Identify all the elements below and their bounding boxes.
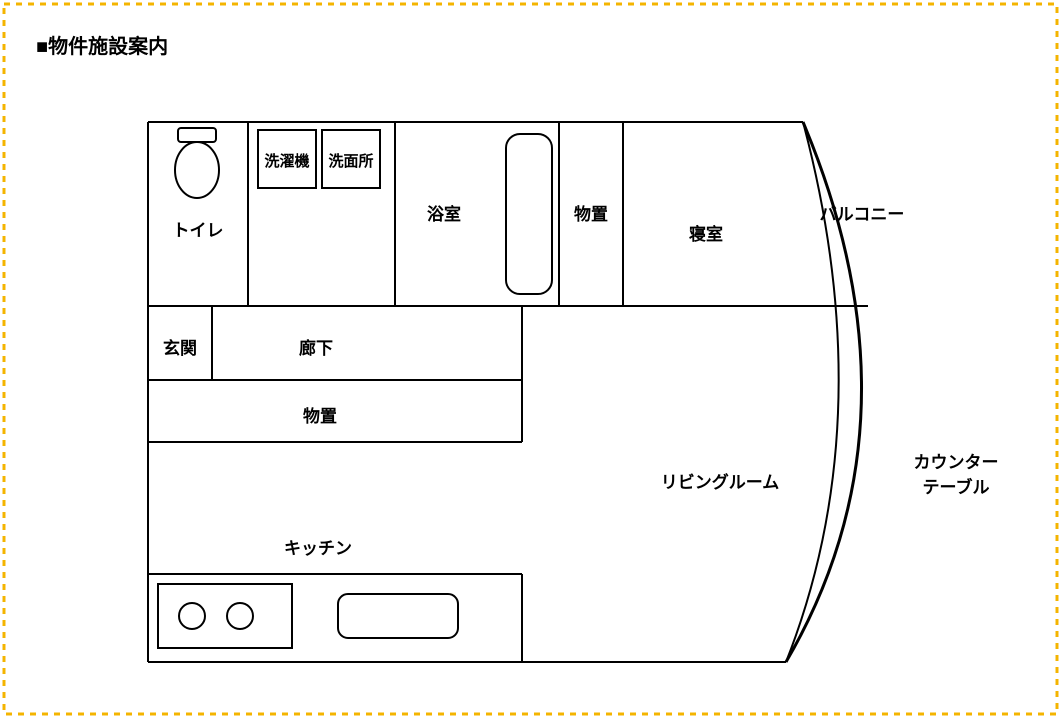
page-title: ■物件施設案内: [36, 30, 168, 59]
storage2-label: 物置: [303, 402, 337, 427]
counter-table-label: カウンター テーブル: [914, 448, 999, 498]
toilet-label: トイレ: [173, 216, 224, 241]
storage1-label: 物置: [574, 200, 608, 225]
bath-label: 浴室: [427, 200, 461, 225]
living-label: リビングルーム: [661, 468, 780, 493]
kitchen-label: キッチン: [284, 534, 352, 559]
washer-label: 洗濯機: [264, 150, 309, 171]
entrance-label: 玄関: [163, 334, 197, 359]
washroom-label: 洗面所: [328, 150, 373, 171]
balcony-label: バルコニー: [820, 200, 905, 225]
hallway-label: 廊下: [299, 334, 333, 359]
bedroom-label: 寝室: [689, 220, 723, 245]
